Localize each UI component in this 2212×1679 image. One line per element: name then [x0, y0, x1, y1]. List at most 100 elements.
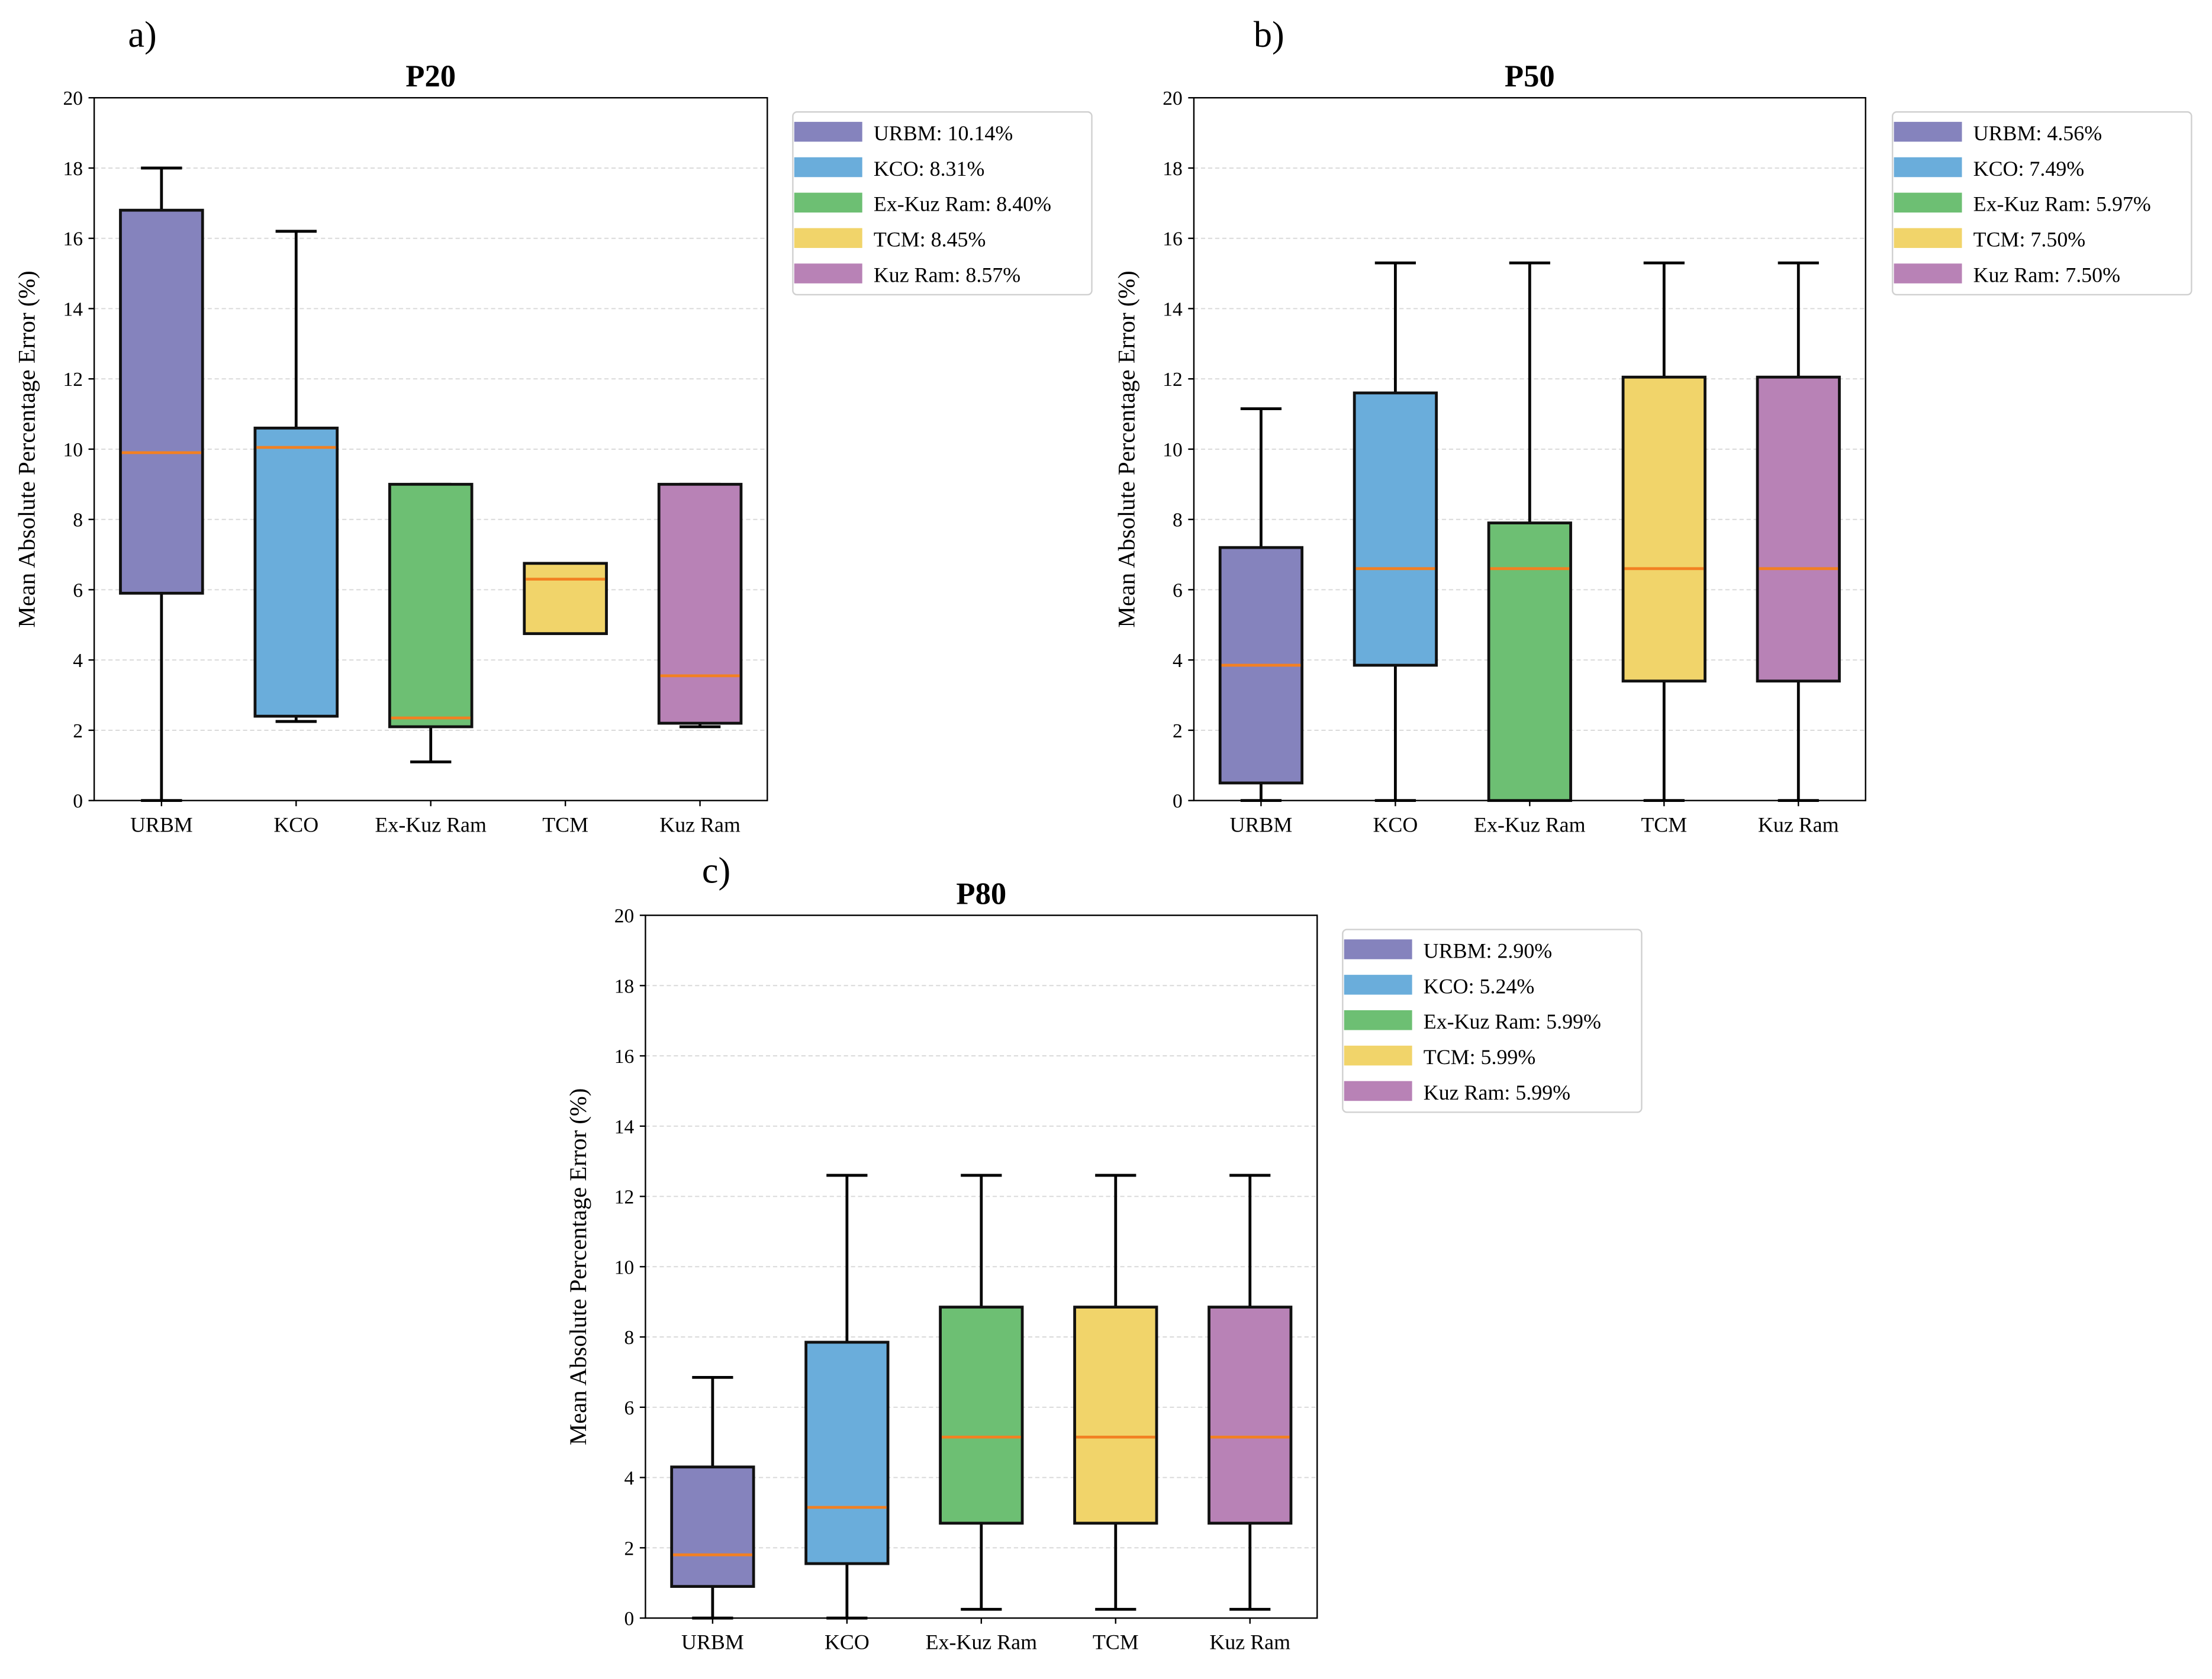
box-iqr: [670, 1465, 755, 1588]
box-kco: [1353, 261, 1438, 803]
x-tick-label: URBM: [1230, 813, 1293, 836]
y-axis-label: Mean Absolute Percentage Error (%): [565, 1088, 591, 1445]
y-tick-label: 20: [63, 88, 83, 109]
legend-entry: TCM: 8.45%: [874, 228, 986, 252]
legend-swatch: [1344, 1081, 1412, 1101]
legend-frame: [1342, 929, 1643, 1113]
box-iqr: [657, 482, 743, 725]
box-tcm: [523, 562, 608, 636]
y-tick-label: 6: [1173, 579, 1183, 601]
x-tick-label: URBM: [681, 1630, 744, 1654]
legend-entry: KCO: 5.24%: [1424, 974, 1535, 998]
x-tick-label: TCM: [1641, 813, 1687, 836]
axes-frame: [93, 96, 768, 801]
legend-swatch: [1894, 121, 1962, 142]
x-tick-label: Kuz Ram: [1209, 1630, 1290, 1654]
legend-swatch: [1344, 939, 1412, 959]
y-tick-label: 14: [63, 298, 83, 320]
legend-swatch: [1894, 263, 1962, 283]
box-urbm: [119, 166, 204, 803]
x-tick-label: Kuz Ram: [1758, 813, 1839, 836]
box-iqr: [1487, 521, 1572, 803]
chart-title: P20: [405, 59, 456, 94]
chart-title: P50: [1505, 59, 1555, 94]
box-iqr: [1353, 391, 1438, 667]
legend-frame: [792, 111, 1093, 296]
y-tick-label: 16: [1163, 228, 1183, 250]
x-tick-label: URBM: [130, 813, 193, 836]
y-tick-label: 18: [63, 158, 83, 180]
box-iqr: [1073, 1306, 1158, 1525]
panel-label: b): [1254, 15, 1284, 55]
x-tick-label: Ex-Kuz Ram: [926, 1630, 1038, 1654]
x-tick-label: TCM: [542, 813, 588, 836]
chart-title: P80: [956, 876, 1006, 911]
legend-entry: Ex-Kuz Ram: 5.97%: [1973, 192, 2151, 216]
legend-entry: URBM: 4.56%: [1973, 121, 2102, 145]
legend-entry: Kuz Ram: 5.99%: [1424, 1081, 1570, 1104]
box-ex-kuz-ram: [1487, 261, 1572, 803]
y-tick-label: 8: [73, 510, 83, 531]
box-iqr: [119, 208, 204, 595]
y-axis-label: Mean Absolute Percentage Error (%): [1113, 270, 1139, 627]
y-tick-label: 10: [63, 439, 83, 461]
panel-p80: 0 2 4 6 8 10 12 14 16 18 20 URBM KCO Ex-Kuz Ram TCM Kuz…: [565, 851, 1643, 1654]
legend-swatch: [794, 263, 862, 283]
x-tick-label: Kuz Ram: [659, 813, 740, 836]
box-iqr: [939, 1306, 1024, 1525]
legend-swatch: [794, 192, 862, 213]
legend-entry: Kuz Ram: 8.57%: [874, 263, 1020, 286]
box-kco: [253, 230, 339, 723]
legend-swatch: [1894, 228, 1962, 248]
y-tick-label: 12: [1163, 369, 1183, 391]
legend-entry: Ex-Kuz Ram: 5.99%: [1424, 1010, 1601, 1033]
box-iqr: [253, 426, 339, 718]
legend-entry: Ex-Kuz Ram: 8.40%: [874, 192, 1051, 216]
axes-frame: [1193, 96, 1866, 801]
x-tick-label: KCO: [1373, 813, 1418, 836]
box-ex-kuz-ram: [388, 482, 474, 763]
legend-entry: Kuz Ram: 7.50%: [1973, 263, 2120, 286]
y-tick-label: 12: [63, 369, 83, 391]
legend: URBM: 4.56% KCO: 7.49% Ex-Kuz Ram: 5.97% TC…: [1892, 111, 2192, 296]
y-tick-label: 0: [1173, 791, 1183, 813]
y-tick-label: 16: [63, 228, 83, 250]
x-tick-label: Ex-Kuz Ram: [375, 813, 487, 836]
y-tick-label: 0: [73, 791, 83, 813]
legend-entry: KCO: 7.49%: [1973, 157, 2085, 181]
legend-swatch: [1894, 157, 1962, 178]
box-urbm: [670, 1375, 755, 1620]
legend-frame: [1892, 111, 2192, 296]
y-tick-label: 8: [1173, 510, 1183, 531]
box-iqr: [1621, 375, 1707, 683]
x-tick-label: Ex-Kuz Ram: [1474, 813, 1586, 836]
box-urbm: [1218, 407, 1304, 803]
box-kuz-ram: [1208, 1174, 1293, 1611]
y-tick-label: 18: [1163, 158, 1183, 180]
legend-swatch: [794, 157, 862, 178]
axes-frame: [645, 914, 1318, 1619]
y-tick-label: 20: [1163, 88, 1183, 109]
y-tick-label: 4: [1173, 650, 1183, 672]
box-tcm: [1621, 261, 1707, 803]
y-tick-label: 10: [614, 1256, 634, 1278]
y-tick-label: 4: [624, 1468, 635, 1490]
legend-entry: TCM: 5.99%: [1424, 1045, 1536, 1069]
legend-swatch: [1344, 975, 1412, 995]
panel-p50: 0 2 4 6 8 10 12 14 16 18 20 URBM KCO Ex-Kuz Ram TCM Kuz…: [1113, 15, 2192, 836]
y-tick-label: 2: [73, 720, 83, 742]
legend-entry: URBM: 2.90%: [1424, 939, 1552, 962]
x-tick-label: KCO: [825, 1630, 870, 1654]
box-iqr: [388, 482, 474, 729]
y-tick-label: 6: [624, 1397, 635, 1419]
box-iqr: [1208, 1306, 1293, 1525]
panel-p20: 0 2 4 6 8 10 12 14 16 18 20 URBM KCO Ex-Kuz Ram TCM Kuz…: [14, 15, 1093, 836]
box-tcm: [1073, 1174, 1158, 1611]
legend-swatch: [794, 121, 862, 142]
box-kuz-ram: [657, 482, 743, 729]
legend-entry: TCM: 7.50%: [1973, 228, 2086, 252]
y-tick-label: 10: [1163, 439, 1183, 461]
y-tick-label: 12: [614, 1187, 634, 1209]
y-tick-label: 6: [73, 579, 83, 601]
